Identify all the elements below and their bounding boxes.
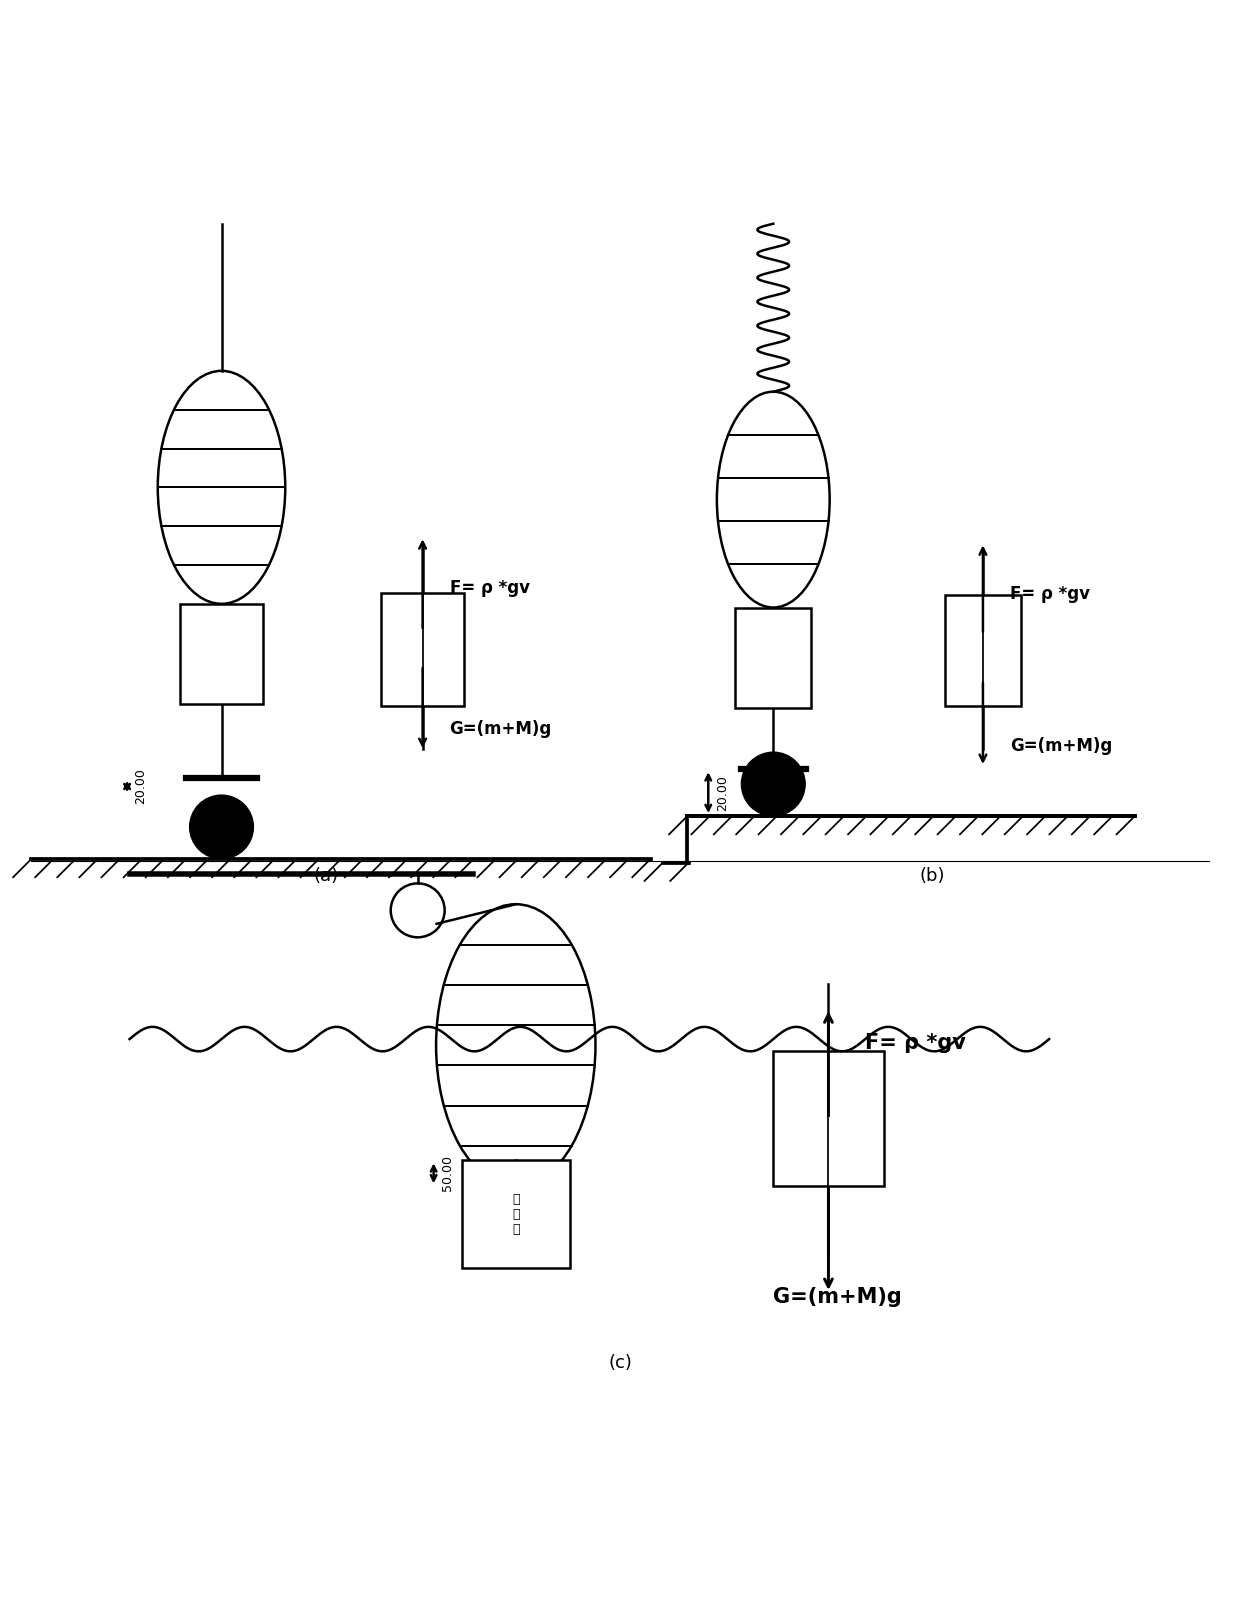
Text: F= ρ *gv: F= ρ *gv	[1009, 586, 1090, 603]
Text: 20.00: 20.00	[715, 774, 729, 811]
Bar	[180, 603, 263, 704]
Bar	[774, 1051, 884, 1186]
Text: G=(m+M)g: G=(m+M)g	[1009, 738, 1112, 755]
Text: G=(m+M)g: G=(m+M)g	[450, 720, 552, 738]
Bar	[735, 608, 811, 709]
Bar	[381, 592, 464, 706]
Text: (a): (a)	[314, 867, 339, 885]
Bar	[945, 595, 1021, 706]
Text: 20.00: 20.00	[134, 768, 148, 805]
Text: 传
感
器: 传 感 器	[512, 1194, 520, 1235]
Circle shape	[190, 795, 253, 859]
Text: (b): (b)	[920, 867, 945, 885]
Text: (c): (c)	[608, 1354, 632, 1373]
Text: F= ρ *gv: F= ρ *gv	[450, 579, 529, 597]
Text: G=(m+M)g: G=(m+M)g	[774, 1286, 901, 1307]
Bar	[461, 1160, 569, 1269]
Text: F= ρ *gv: F= ρ *gv	[866, 1032, 966, 1053]
Circle shape	[742, 752, 805, 816]
Text: 50.00: 50.00	[441, 1155, 454, 1192]
